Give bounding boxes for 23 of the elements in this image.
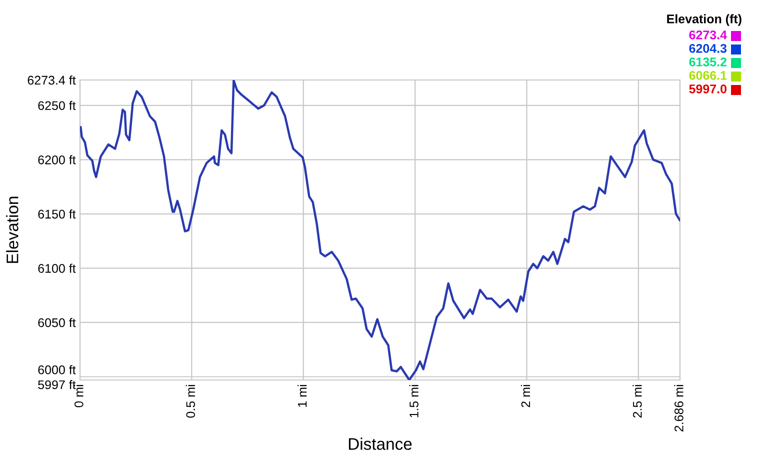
color-bar-label: 5997.0: [689, 84, 726, 94]
x-tick-label: 0 mi: [74, 385, 84, 408]
y-tick-label: 6200 ft: [38, 155, 76, 164]
color-bar-label: 6273.4: [689, 30, 727, 40]
y-tick-label: 6273.4 ft: [28, 75, 76, 85]
color-bar-label: 6066.1: [689, 71, 727, 80]
color-bar-label: 6135.2: [689, 58, 727, 66]
x-tick-label: 1 mi: [298, 385, 307, 407]
x-tick-label: 2.686 mi: [674, 385, 684, 432]
x-tick-label: 0.5 mi: [186, 385, 196, 418]
y-tick-label: 6250 ft: [38, 100, 76, 110]
y-tick-label: 6000 ft: [38, 365, 76, 374]
y-tick-label: 6050 ft: [38, 318, 76, 328]
y-tick-label: 5997 ft: [38, 380, 76, 390]
color-bar-label: 6204.3: [689, 44, 727, 53]
y-tick-label: 6100 ft: [38, 264, 76, 273]
x-tick-label: 1.5 mi: [409, 385, 418, 418]
x-axis-title: Distance: [348, 438, 412, 450]
x-tick-label: 2.5 mi: [632, 385, 642, 418]
x-tick-label: 2 mi: [520, 385, 530, 408]
y-axis-title: Elevation: [6, 196, 18, 263]
y-tick-label: 6150 ft: [38, 209, 76, 219]
color-bar-title: Elevation (ft): [667, 14, 742, 26]
